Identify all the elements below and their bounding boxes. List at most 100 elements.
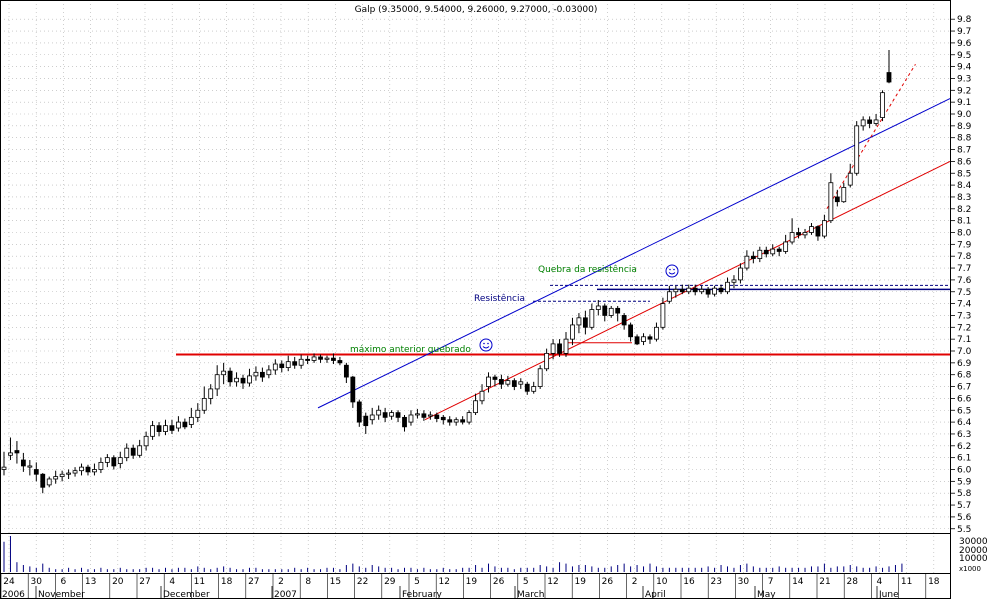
candle-up — [654, 326, 659, 340]
candle-down — [363, 415, 369, 427]
x-month-label: June — [878, 590, 899, 599]
annotation-resistance: Resistência — [474, 293, 525, 304]
candle-up — [104, 457, 110, 463]
y-tick-label: 6.4 — [957, 418, 972, 428]
candle-up — [608, 307, 614, 316]
volume-tick-label: 10000 — [959, 554, 988, 564]
y-tick-label: 7.4 — [957, 300, 972, 310]
candle-up — [641, 336, 646, 342]
y-tick-label: 5.8 — [957, 489, 972, 499]
candle-down — [111, 457, 117, 467]
candle-down — [460, 419, 466, 423]
x-day-label: 19 — [466, 577, 478, 587]
x-day-label: 5 — [523, 577, 529, 587]
y-tick-label: 6.6 — [957, 394, 972, 404]
candle-up — [72, 470, 78, 474]
volume-bars — [3, 536, 903, 572]
candle-up — [828, 182, 834, 222]
candle-down — [511, 380, 517, 387]
x-day-label: 14 — [792, 577, 804, 587]
candle-up — [143, 435, 149, 447]
x-day-label: 4 — [169, 577, 175, 587]
y-tick-label: 9.4 — [957, 63, 972, 73]
candle-down — [33, 469, 39, 475]
x-day-label: 27 — [248, 577, 259, 587]
candle-up — [453, 419, 459, 423]
y-tick-label: 5.7 — [957, 501, 971, 511]
y-tick-label: 9.7 — [957, 27, 971, 37]
x-day-label: 6 — [61, 577, 67, 587]
candle-up — [738, 267, 743, 281]
x-day-label: 28 — [846, 577, 858, 587]
candle-up — [66, 472, 71, 475]
candle-up — [757, 249, 763, 259]
candle-down — [169, 425, 175, 431]
candle-up — [46, 478, 52, 486]
y-tick-label: 6.1 — [957, 454, 971, 464]
x-day-label: 12 — [438, 577, 449, 587]
y-axis-ticks: 9.8 9.7 9.6 9.5 9.49.3 9.2 9.1 9.0 8.9 8.8 8.78.6 8… — [950, 15, 988, 573]
candle-down — [886, 72, 892, 83]
chart-title: Galp (9.35000, 9.54000, 9.26000, 9.27000… — [355, 5, 598, 15]
candle-up — [389, 412, 394, 417]
candle-down — [395, 412, 401, 418]
trend-lines — [176, 63, 951, 421]
volume-tick-label: 30000 — [959, 537, 988, 547]
candle-up — [201, 397, 207, 411]
y-tick-label: 8.8 — [957, 134, 972, 144]
candle-down — [382, 412, 388, 418]
x-day-label: 11 — [194, 577, 205, 587]
candle-up — [822, 220, 827, 237]
candle-up — [847, 172, 853, 186]
x-month-label: December — [163, 590, 210, 599]
candle-up — [188, 416, 194, 425]
x-axis-labels: 24 30 6 13 20 27 4 11 18 27 2 8 15 22 29 5 12 19 26 5 12 19 26… — [0, 573, 940, 599]
candle-up — [802, 232, 808, 236]
y-tick-label: 6.9 — [957, 359, 972, 369]
candle-up — [531, 386, 537, 392]
candle-up — [27, 465, 33, 468]
y-tick-label: 5.5 — [957, 525, 971, 535]
candle-down — [634, 336, 640, 345]
candle-up — [537, 368, 543, 387]
candle-down — [85, 466, 91, 473]
candle-down — [557, 343, 562, 354]
candle-up — [137, 445, 143, 456]
candle-down — [621, 315, 627, 326]
candle-down — [440, 416, 446, 421]
y-tick-label: 8.3 — [957, 193, 971, 203]
annotation-max-prev: máximo anterior quebrado — [350, 345, 471, 355]
candle-up — [473, 400, 478, 414]
y-tick-label: 9.8 — [957, 15, 972, 25]
candle-up — [789, 232, 795, 243]
candle-up — [59, 473, 65, 478]
candle-up — [783, 241, 789, 252]
candle-down — [679, 288, 685, 293]
candle-up — [79, 466, 84, 472]
x-month-label: May — [757, 590, 776, 599]
candle-up — [880, 92, 885, 118]
candle-up — [712, 287, 717, 295]
y-tick-label: 8.9 — [957, 122, 972, 132]
candle-down — [343, 364, 349, 378]
candle-down — [492, 376, 498, 380]
candle-down — [434, 414, 440, 419]
candle-up — [841, 187, 847, 203]
candle-up — [854, 125, 860, 174]
y-tick-label: 7.7 — [957, 264, 971, 274]
y-tick-label: 8.2 — [957, 205, 971, 215]
candle-up — [686, 287, 692, 293]
candle-up — [53, 476, 59, 480]
candle-down — [279, 363, 285, 368]
y-tick-label: 6.0 — [957, 466, 972, 476]
candle-up — [666, 291, 672, 302]
candle-down — [350, 376, 356, 403]
candle-down — [763, 249, 769, 255]
candle-up — [518, 381, 524, 385]
y-tick-label: 9.2 — [957, 86, 971, 96]
candle-up — [673, 288, 679, 293]
candle-up — [98, 461, 104, 470]
candle-down — [259, 371, 265, 378]
candle-down — [867, 119, 873, 124]
candle-down — [815, 226, 821, 237]
